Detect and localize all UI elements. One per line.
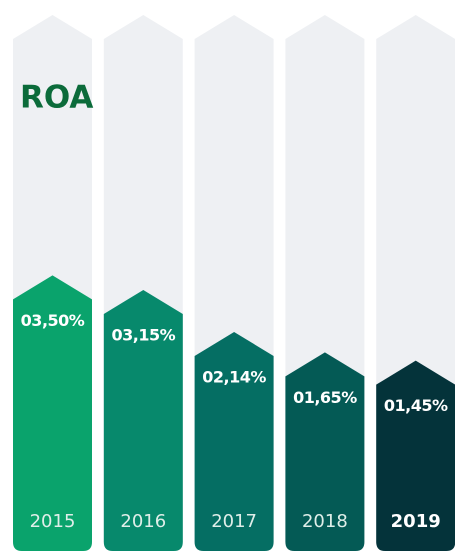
bars: 03,50% 2015 03,15% 2016 02,14% 2017 01,65% 2018… [13,275,455,551]
bar [103,289,183,551]
x-tick-label: 2017 [211,511,257,532]
bar [13,275,92,551]
value-label: 03,15% [111,325,175,344]
bar [285,352,365,551]
value-label: 02,14% [202,367,266,386]
x-tick-label: 2018 [302,511,348,532]
bar [376,360,455,551]
chart-title: ROA [20,80,93,116]
x-tick-label: 2016 [120,511,166,532]
bar [194,331,274,551]
x-tick-label: 2019 [391,511,441,532]
value-label: 01,65% [293,388,357,407]
value-label: 01,45% [384,396,448,415]
value-label: 03,50% [21,311,85,330]
x-tick-label: 2015 [30,511,76,532]
